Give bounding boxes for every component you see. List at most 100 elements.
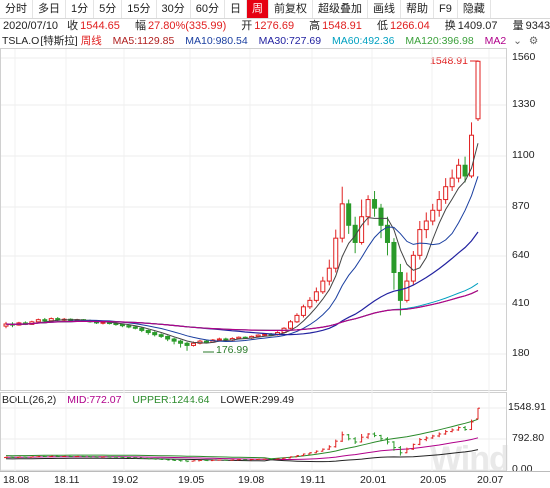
candle-body [3,323,9,327]
time-axis-label: 20.01 [360,474,387,486]
candle-body [333,237,339,269]
gear-icon[interactable]: ⚙ [528,35,539,47]
price-panel-frame [0,48,507,391]
stock-name: [特斯拉] [40,35,78,47]
candle-body [436,199,442,211]
period-button[interactable]: 1分 [66,0,95,18]
period-button[interactable]: 周 [247,0,269,18]
period-button[interactable]: 30分 [157,0,191,18]
candle-body [300,306,306,316]
period-button[interactable]: 超级叠加 [313,0,368,18]
ma5-value: MA5:1129.85 [112,35,175,47]
low-value: 1266.04 [389,20,430,32]
candle-body [294,314,300,323]
time-axis-label: 18.08 [3,474,30,486]
candle-body [430,209,436,222]
candle-body [475,60,481,120]
period-button[interactable]: 60分 [191,0,225,18]
boll-name: BOLL(26,2) [2,394,57,406]
ma10-line [5,176,479,343]
change-value: 27.80%(335.99) [147,20,227,32]
ma250-line [5,289,479,331]
change-label: 幅 [134,20,146,32]
quote-close: 收 1544.65 [67,20,126,32]
candle-body [216,338,222,341]
period-type: 周线 [80,35,102,47]
candle-body [352,224,358,243]
period-button[interactable]: 15分 [122,0,157,18]
candle-body [119,323,125,327]
low-price-tag: 176.99 [216,344,249,356]
candle-body [113,323,119,326]
ma60-value: MA60:492.36 [332,35,395,47]
period-button[interactable]: 5分 [94,0,123,18]
quote-volume: 量9343万 [513,20,550,32]
candle-body [145,329,151,334]
candle-body [423,220,429,231]
high-value: 1548.91 [322,20,362,32]
candle-body [255,334,261,337]
candle-body [469,134,475,177]
candle-body [126,325,132,328]
candle-body [462,164,468,177]
boll-lower: LOWER:299.49 [220,394,294,406]
period-button[interactable]: 帮助 [401,0,434,18]
boll-mid: MID:772.07 [67,394,122,406]
candle-body [326,267,332,282]
ma250-value: MA2 [484,35,507,47]
candle-body [184,342,190,346]
candle-body [165,335,171,340]
quote-open: 开 1276.69 [241,20,300,32]
turnover-value: 1409.07 [457,20,498,32]
price-axis-180: 180 [512,347,530,359]
period-button[interactable]: 隐藏 [458,0,491,18]
boll-lower-line [5,449,479,463]
period-button[interactable]: 日 [225,0,247,18]
candle-body [339,203,345,239]
candle-body [262,333,268,336]
candle-body [417,229,423,256]
time-axis-label: 19.02 [112,474,139,486]
candle-body [378,207,384,226]
candle-body [449,177,455,188]
candle-body [178,340,184,344]
quote-low: 低 1266.04 [377,20,436,32]
boll-axis-mid: 792.80 [512,432,545,444]
period-button[interactable]: 分时 [0,0,33,18]
period-button[interactable]: 画线 [368,0,401,18]
candle-body [152,332,158,336]
quote-turnover: 换 1409.07 [445,20,504,32]
candle-body [320,280,326,293]
chevron-down-icon[interactable]: ⌄ [513,35,522,47]
candle-body [404,280,410,301]
ma-legend: TSLA.O[特斯拉] 周线 MA5:1129.85 MA10:980.54 MA… [0,34,550,48]
time-axis-label: 18.11 [54,474,80,486]
period-button[interactable]: F9 [434,0,458,18]
candle-body [443,186,449,201]
volume-value: 9343万 [525,20,550,32]
price-axis-870: 870 [512,200,530,212]
open-value: 1276.69 [254,20,295,32]
period-button[interactable]: 多日 [33,0,66,18]
candle-body [307,299,313,308]
candle-body [236,336,242,340]
price-axis-1330: 1330 [512,98,536,110]
close-label: 收 [67,20,79,32]
price-axis-1100: 1100 [512,149,535,161]
candle-body [456,164,462,179]
time-axis-label: 20.07 [477,474,504,486]
candle-body [132,326,138,329]
ma5-line [5,143,479,344]
quote-high: 高 1548.91 [309,20,368,32]
candle-body [372,199,378,209]
candle-body [42,319,48,322]
candle-body [287,321,293,329]
boll-axis-top: 1548.91 [508,401,546,413]
period-toolbar: 分时 多日 1分 5分 15分 30分 60分日周前复权 超级叠加 画线 帮助 F9 隐藏 [0,0,550,19]
ma120-value: MA120:396.98 [405,35,474,47]
period-button[interactable]: 前复权 [269,0,313,18]
candle-body [171,338,177,342]
candle-body [139,327,145,331]
open-label: 开 [241,20,253,32]
